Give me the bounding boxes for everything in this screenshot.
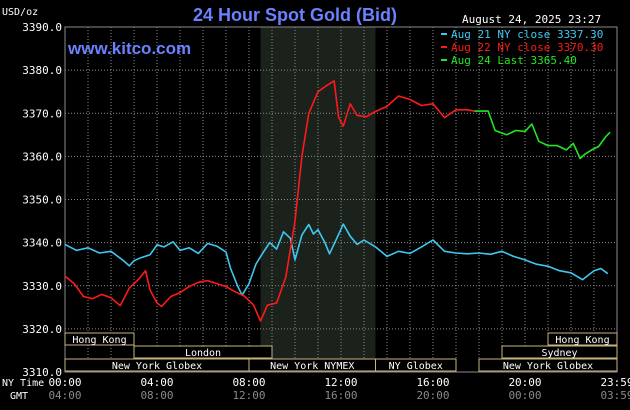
x-tick-label-gmt: 03:59 <box>600 389 630 402</box>
x-tick-label-ny: 20:00 <box>508 376 541 389</box>
session-label: New York Globex <box>503 361 593 372</box>
y-tick-label: 3370.0 <box>22 107 62 120</box>
y-tick-label: 3340.0 <box>22 237 62 250</box>
session-block: Hong Kong <box>64 332 135 346</box>
plot-frame <box>64 26 618 373</box>
y-tick-label: 3390.0 <box>22 21 62 34</box>
session-box <box>501 345 618 359</box>
x-tick-label-gmt: 00:00 <box>508 389 541 402</box>
session-label: New York Globex <box>112 361 202 372</box>
y-tick-label: 3380.0 <box>22 64 62 77</box>
session-label: Hong Kong <box>72 335 126 346</box>
trading-sessions: Hong Kong London New York Globex New York N… <box>64 332 618 372</box>
x-tick-label-ny: 12:00 <box>324 376 357 389</box>
session-box <box>375 358 457 372</box>
x-tick-label-ny: 00:00 <box>48 376 81 389</box>
x-tick-label-ny: 04:00 <box>140 376 173 389</box>
session-box <box>547 332 618 346</box>
session-label: New York NYMEX <box>270 361 354 372</box>
x-label-ny-time: NY Time <box>2 378 44 389</box>
y-tick-label: 3320.0 <box>22 323 62 336</box>
session-label: NY Globex <box>389 361 443 372</box>
session-block: London <box>133 345 273 359</box>
x-tick-label-gmt: 08:00 <box>140 389 173 402</box>
legend-swatch <box>441 33 447 35</box>
legend-entry: Aug 21 NY close 3337.30 <box>451 28 603 41</box>
y-axis-unit: USD/oz <box>2 7 38 18</box>
legend-swatch <box>441 46 447 48</box>
x-tick-label-gmt: 12:00 <box>232 389 265 402</box>
watermark-url: www.kitco.com <box>67 39 191 58</box>
session-block: New York Globex <box>64 358 250 372</box>
y-tick-label: 3330.0 <box>22 280 62 293</box>
x-tick-label-gmt: 16:00 <box>324 389 357 402</box>
session-label: Sydney <box>541 348 577 359</box>
session-label: London <box>185 348 221 359</box>
y-tick-label: 3360.0 <box>22 150 62 163</box>
timestamp: August 24, 2025 23:27 <box>462 13 601 26</box>
chart-title: 24 Hour Spot Gold (Bid) <box>193 5 397 25</box>
session-block: New York NYMEX <box>248 358 376 372</box>
x-tick-label-ny: 08:00 <box>232 376 265 389</box>
series-line <box>64 223 609 296</box>
series-line <box>64 80 475 322</box>
x-tick-label-gmt: 04:00 <box>48 389 81 402</box>
legend-entry: Aug 24 Last 3365.40 <box>451 54 577 67</box>
y-tick-label: 3350.0 <box>22 194 62 207</box>
session-label: Hong Kong <box>555 335 609 346</box>
x-label-gmt: GMT <box>10 391 28 402</box>
session-block: Sydney <box>501 345 618 359</box>
series-lines <box>64 80 611 322</box>
x-tick-labels: 00:0004:0008:0012:0016:0020:0023:5904:00… <box>48 376 630 402</box>
y-tick-labels: 3390.0 3380.0 3370.0 3360.0 3350.0 3340.0 3330… <box>22 21 62 379</box>
x-tick-label-ny: 23:59 <box>600 376 630 389</box>
legend-swatch <box>441 59 447 61</box>
legend-entry: Aug 22 NY close 3370.30 <box>451 41 603 54</box>
session-block: NY Globex <box>375 358 457 372</box>
session-box <box>478 358 618 372</box>
session-block: New York Globex <box>478 358 618 372</box>
session-box <box>64 332 135 346</box>
session-block: Hong Kong <box>547 332 618 346</box>
y-tick-label: 3310.0 <box>22 366 62 379</box>
x-tick-label-gmt: 20:00 <box>416 389 449 402</box>
grid-lines <box>64 26 618 373</box>
session-box <box>133 345 273 359</box>
x-tick-label-ny: 16:00 <box>416 376 449 389</box>
series-line <box>474 110 611 160</box>
